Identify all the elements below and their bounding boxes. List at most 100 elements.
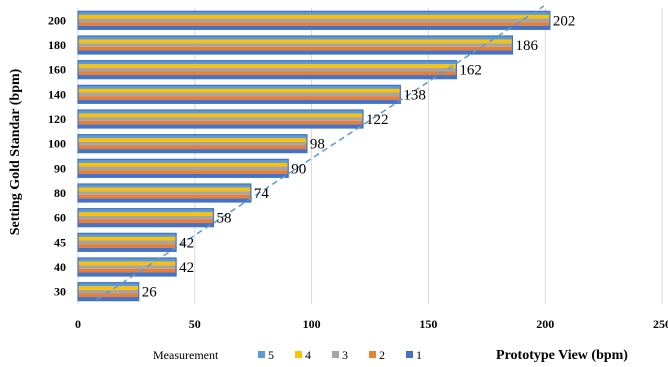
data-label-60: 58: [216, 211, 231, 227]
x-axis-ticks: 0 50 100 150 200 250: [75, 317, 668, 331]
y-tick-45: 45: [54, 235, 66, 249]
bar-outline-30: [77, 282, 140, 302]
bar-45-series-4: [78, 236, 177, 241]
bar-180-series-3: [78, 43, 513, 47]
bar-160-series-3: [78, 67, 457, 72]
bar-45-series-3: [78, 240, 177, 245]
bar-outline-100: [77, 134, 308, 154]
bar-180-series-1: [78, 50, 513, 54]
legend-label-4: 4: [305, 348, 311, 362]
bar-200-series-1: [78, 25, 550, 30]
bar-90-series-3: [78, 166, 289, 171]
bar-30-series-5: [78, 282, 139, 287]
bar-80-series-3: [78, 191, 251, 195]
bar-30-series-1: [78, 297, 139, 301]
legend-swatch-1: [406, 351, 413, 358]
bar-120-series-3: [78, 117, 363, 121]
bar-45-series-1: [78, 247, 177, 252]
legend-label-3: 3: [342, 348, 348, 362]
data-label-45: 42: [179, 235, 194, 251]
bar-160-series-1: [78, 75, 457, 79]
data-label-30: 26: [142, 285, 158, 301]
y-tick-180: 180: [48, 38, 66, 52]
bar-40-series-3: [78, 265, 177, 269]
bar-outline-40: [77, 257, 177, 277]
legend-swatch-4: [295, 351, 302, 358]
data-label-200: 202: [553, 13, 576, 29]
y-tick-120: 120: [48, 112, 66, 126]
bar-30-series-4: [78, 286, 139, 290]
legend-swatch-3: [332, 351, 339, 358]
bar-200-series-2: [78, 22, 550, 26]
trendline: [96, 5, 545, 301]
bar-30-series-2: [78, 293, 139, 298]
bar-120-series-5: [78, 110, 363, 114]
bar-90-series-2: [78, 170, 289, 174]
y-tick-80: 80: [54, 186, 66, 200]
x-tick-0: 0: [75, 317, 81, 331]
data-label-160: 162: [459, 63, 482, 79]
bar-60-series-2: [78, 219, 214, 224]
bar-100-series-1: [78, 149, 307, 153]
legend-label-2: 2: [379, 348, 385, 362]
bar-180-series-4: [78, 39, 513, 44]
bar-60-series-5: [78, 208, 214, 213]
trendline-dashed: [96, 5, 545, 301]
data-label-100: 98: [310, 137, 325, 153]
legend-label-5: 5: [268, 348, 274, 362]
x-tick-150: 150: [419, 317, 437, 331]
bar-40-series-1: [78, 272, 177, 276]
bar-outline-160: [77, 60, 458, 80]
bar-outline-180: [77, 35, 514, 55]
y-axis-ticks: 30 40 45 60 80 90 100 120 140 160 180 200: [48, 13, 66, 298]
legend-swatch-2: [369, 351, 376, 358]
bar-140-series-2: [78, 96, 401, 100]
bar-200-series-5: [78, 11, 550, 15]
bar-140-series-5: [78, 85, 401, 89]
bar-180-series-2: [78, 46, 513, 51]
bars: [77, 10, 551, 302]
bar-40-series-4: [78, 261, 177, 266]
bar-outline-90: [77, 158, 289, 178]
bar-120-series-2: [78, 120, 363, 125]
bar-80-series-5: [78, 184, 251, 188]
x-axis-title: Prototype View (bpm): [496, 348, 628, 363]
legend-label-1: 1: [416, 348, 422, 362]
bar-100-series-4: [78, 138, 307, 142]
x-tick-200: 200: [536, 317, 554, 331]
y-axis-title: Setting Gold Standar (bpm): [8, 68, 23, 235]
bar-120-series-1: [78, 124, 363, 128]
bar-100-series-2: [78, 145, 307, 150]
legend-title: Measurement: [153, 348, 219, 362]
data-label-80: 74: [254, 186, 270, 202]
bar-40-series-2: [78, 268, 177, 273]
bar-100-series-5: [78, 134, 307, 139]
grid-lines: [77, 8, 663, 304]
bar-outline-200: [77, 10, 551, 30]
bar-160-series-2: [78, 71, 457, 76]
y-tick-100: 100: [48, 137, 66, 151]
y-tick-30: 30: [54, 285, 66, 299]
data-label-40: 42: [179, 260, 194, 276]
bar-outline-45: [77, 232, 177, 252]
data-label-140: 138: [403, 87, 426, 103]
bar-80-series-2: [78, 194, 251, 199]
y-tick-140: 140: [48, 87, 66, 101]
bar-60-series-4: [78, 212, 214, 216]
bar-60-series-3: [78, 215, 214, 220]
bar-140-series-4: [78, 88, 401, 93]
bar-40-series-5: [78, 258, 177, 262]
legend: Measurement 5 4 3 2 1: [153, 348, 422, 362]
bar-outline-140: [77, 84, 401, 104]
bar-160-series-4: [78, 64, 457, 68]
bar-90-series-4: [78, 162, 289, 167]
bar-outline-120: [77, 109, 364, 129]
y-tick-60: 60: [54, 211, 66, 225]
bar-180-series-5: [78, 36, 513, 40]
legend-swatch-5: [258, 351, 265, 358]
bar-80-series-4: [78, 187, 251, 192]
bar-45-series-2: [78, 244, 177, 248]
data-label-120: 122: [366, 112, 389, 128]
